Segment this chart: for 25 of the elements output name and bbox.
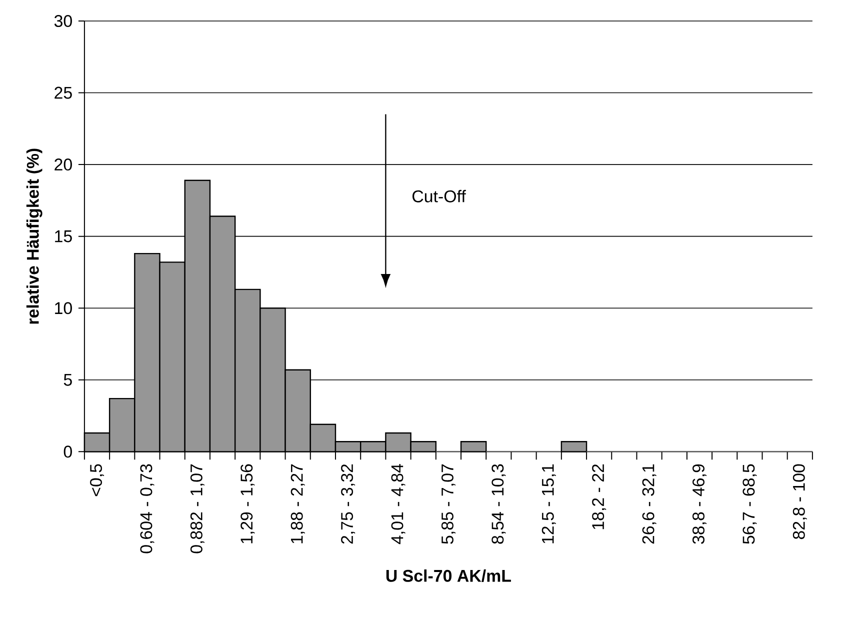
y-tick-label: 5 [64, 374, 72, 386]
y-tick-label: 20 [54, 158, 72, 171]
x-tick-label: 18,2 - 22 [592, 464, 606, 530]
y-tick-label: 15 [55, 230, 72, 242]
annotation: Cut-Off [412, 190, 466, 202]
x-tick-label: 0,604 - 0,73 [140, 464, 154, 554]
x-tick-label: <0,5 [90, 464, 104, 496]
x-axis-title: U Scl-70 AK/mL [386, 569, 511, 582]
x-tick-label: 1,88 - 2,27 [290, 464, 305, 544]
y-tick-label: 25 [54, 86, 72, 99]
y-tick-label: 10 [55, 302, 72, 314]
x-tick-label: 1,29 - 1,56 [240, 464, 255, 544]
y-axis-title: relative Häufigkeit (%) [26, 148, 42, 324]
x-tick-label: 26,6 - 32,1 [642, 464, 656, 544]
x-tick-label: 0,882 - 1,07 [190, 464, 204, 554]
y-tick-label: 0 [64, 446, 72, 458]
y-tick-label: 30 [54, 14, 72, 27]
x-tick-label: 4,01 - 4,84 [391, 464, 406, 544]
x-tick-label: 2,75 - 3,32 [341, 464, 356, 544]
x-tick-label: 5,85 - 7,07 [441, 464, 456, 544]
x-tick-label: 82,8 - 100 [792, 464, 807, 540]
x-tick-label: 38,8 - 46,9 [692, 464, 706, 544]
x-tick-label: 12,5 - 15,1 [542, 464, 556, 544]
x-tick-label: 8,54 - 10,3 [492, 464, 506, 544]
x-tick-label: 56,7 - 68,5 [742, 464, 757, 544]
